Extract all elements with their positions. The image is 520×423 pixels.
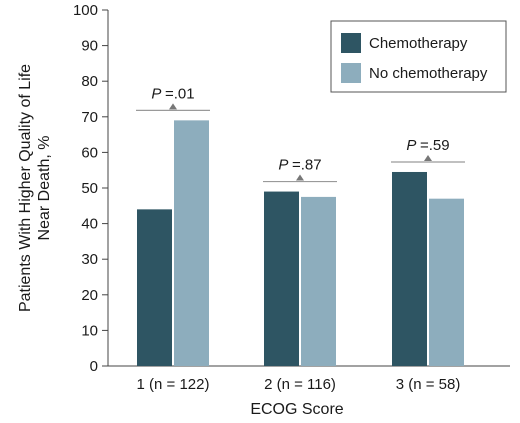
legend-swatch (341, 33, 361, 53)
p-value-marker (296, 174, 304, 181)
p-value: =.01 (165, 85, 195, 102)
y-tick-label: 10 (81, 322, 98, 339)
y-tick-label: 90 (81, 38, 98, 55)
p-value-marker (424, 154, 432, 161)
y-axis-title-line: Near Death, % (36, 136, 53, 241)
p-symbol: P (406, 137, 420, 154)
x-axis-title: ECOG Score (250, 401, 343, 418)
bar-no-chemotherapy (429, 198, 464, 366)
p-symbol: P (278, 157, 292, 174)
legend-label: Chemotherapy (369, 35, 468, 52)
y-tick-label: 20 (81, 287, 98, 304)
p-value: =.59 (420, 137, 450, 154)
x-tick-label: 2 (n = 116) (264, 376, 336, 393)
bar-no-chemotherapy (301, 196, 336, 366)
x-tick-label: 1 (n = 122) (137, 376, 210, 393)
y-tick-label: 30 (81, 251, 98, 268)
p-value-marker (169, 103, 177, 110)
y-tick-label: 80 (81, 73, 98, 90)
y-axis-title: Patients With Higher Quality of Life Near… (17, 64, 53, 312)
bar-chemotherapy (392, 171, 427, 366)
x-tick-label: 3 (n = 58) (396, 376, 461, 393)
bar-chemotherapy (137, 209, 172, 366)
y-axis-title-line: Patients With Higher Quality of Life (17, 64, 34, 312)
y-tick-label: 60 (81, 144, 98, 161)
legend-swatch (341, 63, 361, 83)
y-tick-label: 0 (90, 358, 98, 375)
y-tick-label: 70 (81, 109, 98, 126)
bar-no-chemotherapy (174, 120, 209, 366)
p-value-label: P =.59 (406, 137, 449, 154)
y-tick-label: 40 (81, 216, 98, 233)
p-symbol: P (151, 85, 165, 102)
legend-label: No chemotherapy (369, 65, 488, 82)
y-tick-label: 100 (73, 2, 98, 19)
p-value-label: P =.87 (278, 157, 321, 174)
p-value: =.87 (292, 157, 322, 174)
y-tick-label: 50 (81, 180, 98, 197)
bar-chemotherapy (264, 191, 299, 366)
p-value-label: P =.01 (151, 85, 194, 102)
